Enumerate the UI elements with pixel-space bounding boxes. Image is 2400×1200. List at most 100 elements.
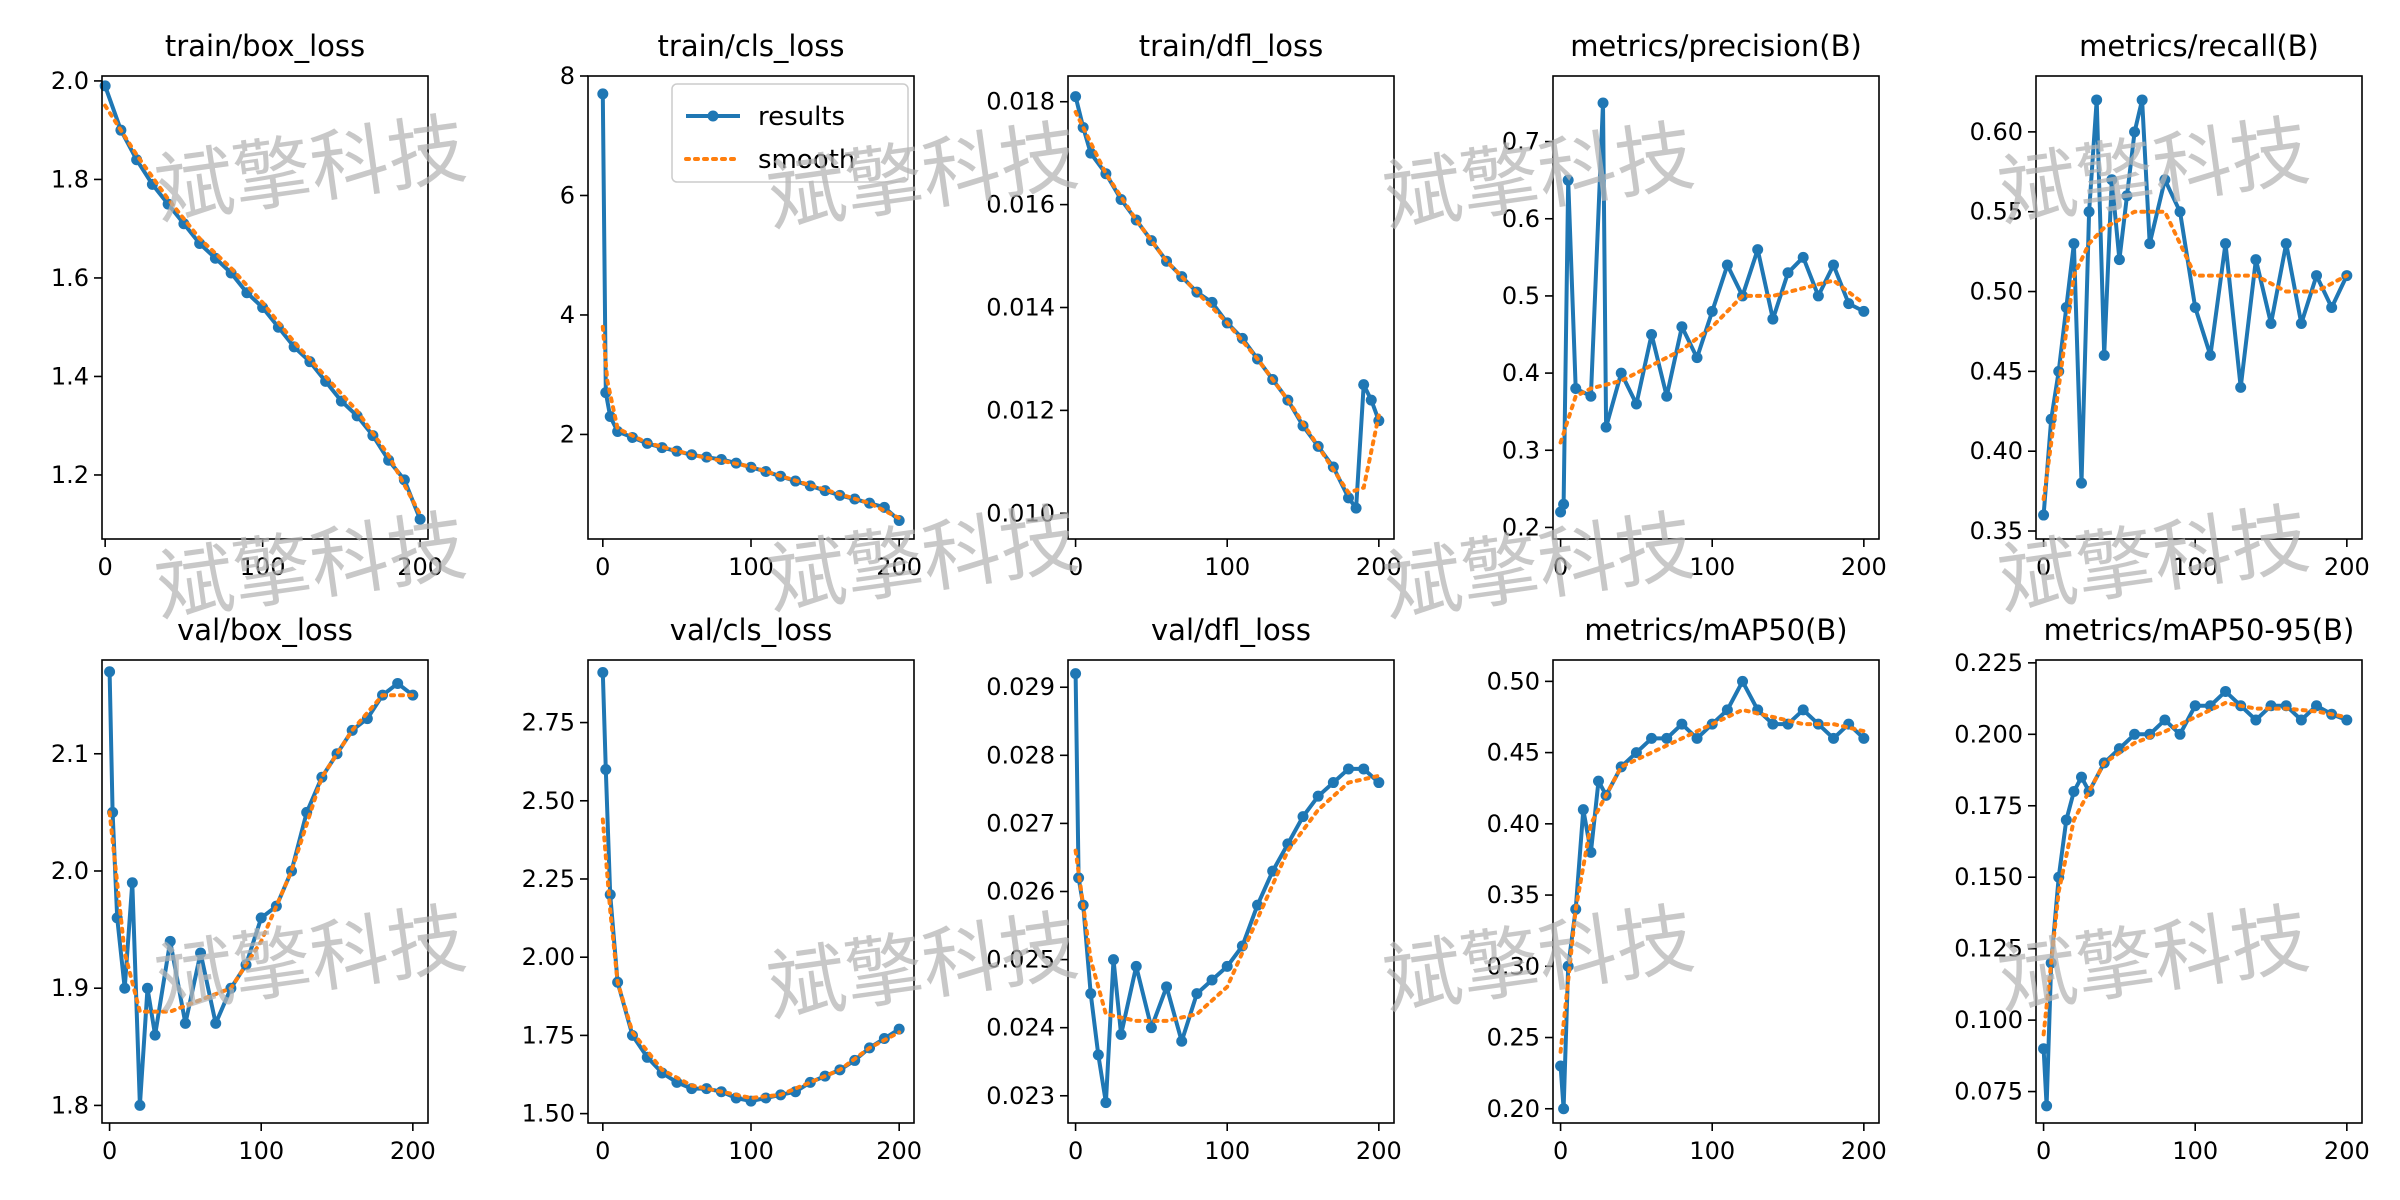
results-point <box>1597 97 1609 109</box>
subplot-4: metrics/precision(B) 0 100 200 0.2 0.3 0.4 0.5 0… <box>1502 29 1887 581</box>
axes-frame <box>2035 75 2363 540</box>
results-point <box>604 411 616 423</box>
y-tick-label: 1.2 <box>51 461 89 489</box>
y-tick-label: 2.25 <box>522 865 575 893</box>
results-point <box>893 1023 905 1035</box>
results-point <box>2235 381 2247 393</box>
results-point <box>2341 714 2353 726</box>
x-tick-label: 100 <box>1689 553 1735 581</box>
results-point <box>2075 477 2087 489</box>
results-point <box>414 513 426 525</box>
y-tick-label: 0.7 <box>1502 128 1540 156</box>
results-point <box>2068 785 2080 797</box>
results-point <box>1558 1103 1570 1115</box>
subplot-title: val/cls_loss <box>670 613 832 647</box>
results-point <box>1350 502 1362 514</box>
results-point <box>1767 313 1779 325</box>
y-tick-label: 0.100 <box>1954 1006 2023 1034</box>
results-point <box>2038 509 2050 521</box>
axes-frame <box>1067 75 1395 540</box>
results-point <box>2250 254 2262 266</box>
results-point <box>1828 259 1840 271</box>
results-point <box>2121 190 2133 202</box>
subplot-1: train/box_loss 0 100 200 1.2 1.4 1.6 1.8 2.0 <box>51 29 443 581</box>
results-point <box>1070 91 1082 103</box>
results-point <box>164 935 176 947</box>
x-tick-label: 100 <box>238 1137 284 1165</box>
results-point <box>1562 174 1574 186</box>
y-tick-label: 0.40 <box>1487 810 1540 838</box>
results-point <box>2159 714 2171 726</box>
y-tick-label: 1.8 <box>51 165 89 193</box>
smooth-line <box>1558 278 1866 445</box>
x-tick-label: 0 <box>98 553 113 581</box>
y-tick-label: 0.60 <box>1970 118 2023 146</box>
subplot-7: val/cls_loss 0 100 200 1.50 1.75 2.00 2.25 2.50 2… <box>522 613 923 1165</box>
smooth-line <box>1073 773 1381 1023</box>
results-point <box>2220 238 2232 250</box>
results-point <box>1570 383 1582 395</box>
y-tick-label: 0.010 <box>986 499 1055 527</box>
results-point <box>1085 147 1097 159</box>
results-point <box>2311 700 2323 712</box>
y-tick-label: 6 <box>560 181 575 209</box>
x-tick-label: 0 <box>1553 1137 1568 1165</box>
results-point <box>134 1099 146 1111</box>
smooth-line <box>2041 700 2349 1037</box>
y-tick-label: 0.55 <box>1970 198 2023 226</box>
y-tick-label: 0.20 <box>1487 1095 1540 1123</box>
results-point <box>1646 329 1658 341</box>
y-tick-label: 2.1 <box>51 740 89 768</box>
results-line <box>1073 96 1381 511</box>
legend-smooth-label: smooth <box>758 145 855 175</box>
results-point <box>2311 270 2323 282</box>
subplot-6: val/box_loss 0 100 200 1.8 1.9 2.0 2.1 <box>51 613 436 1165</box>
results-point <box>1100 1097 1112 1109</box>
subplot-title: train/dfl_loss <box>1139 29 1323 63</box>
y-tick-label: 0.027 <box>986 809 1055 837</box>
y-tick-label: 0.2 <box>1502 513 1540 541</box>
results-point <box>656 1067 668 1079</box>
y-tick-label: 0.150 <box>1954 863 2023 891</box>
results-point <box>1721 704 1733 716</box>
x-tick-label: 100 <box>2172 1137 2218 1165</box>
x-tick-label: 0 <box>1068 1137 1083 1165</box>
smooth-line <box>1558 707 1866 1054</box>
results-point <box>1107 954 1119 966</box>
results-point <box>1358 379 1370 391</box>
results-point <box>612 425 624 437</box>
results-point <box>2220 685 2232 697</box>
results-point <box>1555 1060 1567 1072</box>
results-point <box>2295 317 2307 329</box>
watermark-text: 斌擎科技 <box>1993 894 2315 1027</box>
results-point <box>2204 349 2216 361</box>
results-point <box>597 88 609 100</box>
y-tick-label: 0.025 <box>986 946 1055 974</box>
axes-frame <box>1552 75 1880 540</box>
y-tick-label: 2 <box>560 420 575 448</box>
y-tick-label: 0.200 <box>1954 720 2023 748</box>
axes-frame <box>101 659 429 1124</box>
results-point <box>1782 267 1794 279</box>
axes-frame <box>2035 659 2363 1124</box>
results-point <box>179 1017 191 1029</box>
subplot-title: train/box_loss <box>165 29 365 63</box>
smooth-line <box>1073 110 1381 496</box>
y-tick-label: 1.75 <box>522 1021 575 1049</box>
y-tick-label: 0.024 <box>986 1014 1055 1042</box>
results-point <box>1691 352 1703 364</box>
results-point <box>1858 305 1870 317</box>
results-point <box>1252 899 1264 911</box>
results-point <box>1558 498 1570 510</box>
y-tick-label: 0.075 <box>1954 1078 2023 1106</box>
smooth-line <box>600 817 902 1101</box>
results-line <box>2041 97 2349 516</box>
results-point <box>2106 174 2118 186</box>
subplot-10: metrics/mAP50-95(B) 0 100 200 0.075 0.100 0.12… <box>1954 613 2369 1165</box>
results-point <box>1828 732 1840 744</box>
results-point <box>2159 174 2171 186</box>
results-point <box>1676 718 1688 730</box>
results-point <box>141 982 153 994</box>
results-point <box>1085 988 1097 1000</box>
results-point <box>1630 398 1642 410</box>
